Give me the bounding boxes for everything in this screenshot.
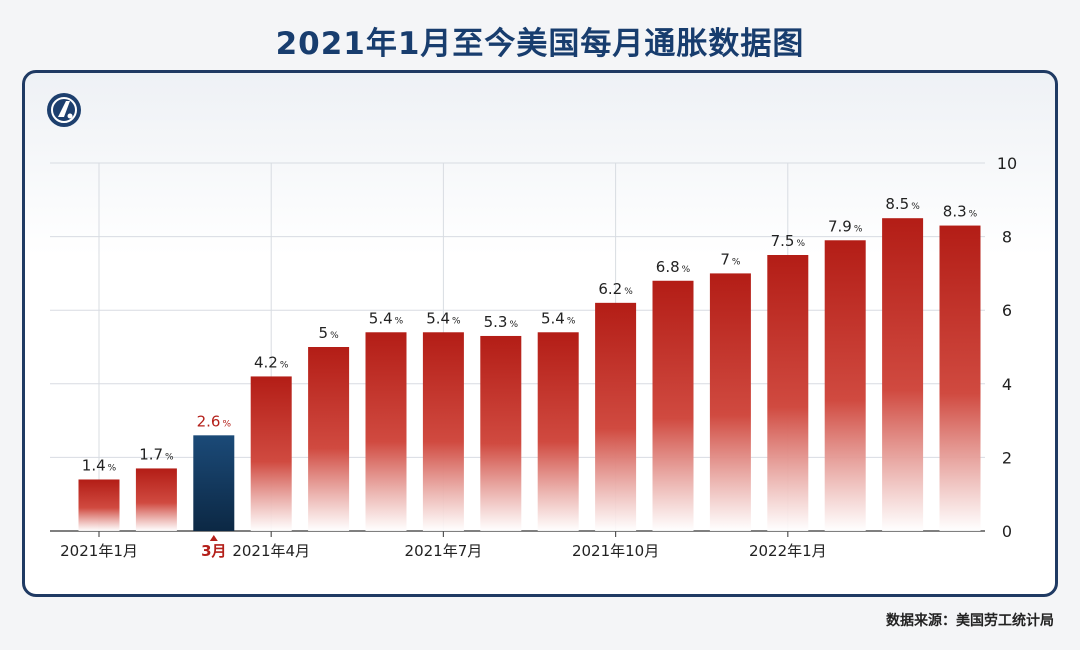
data-label: 5%: [319, 324, 340, 342]
news-logo-icon: [47, 93, 81, 127]
y-tick-label: 0: [1002, 522, 1012, 541]
data-label: 7%: [720, 250, 741, 268]
chart-title: 2021年1月至今美国每月通胀数据图: [275, 26, 805, 62]
x-tick-label: 3月: [201, 542, 226, 560]
highlight-marker: [209, 535, 218, 541]
bar: [250, 376, 292, 531]
bar: [422, 332, 464, 531]
bar: [135, 468, 177, 531]
y-tick-label: 4: [1002, 375, 1012, 394]
bar: [193, 435, 235, 531]
x-tick-label: 2021年4月: [232, 542, 310, 560]
data-label: 1.7%: [139, 445, 174, 463]
x-tick-label: 2021年10月: [572, 542, 659, 560]
bar: [308, 347, 350, 531]
bar: [365, 332, 407, 531]
bar: [537, 332, 579, 531]
x-tick-label: 2021年7月: [405, 542, 483, 560]
data-label: 6.8%: [656, 258, 691, 276]
bar: [767, 255, 809, 531]
x-tick-label: 2022年1月: [749, 542, 827, 560]
data-label: 2.6%: [197, 412, 232, 430]
data-label: 5.3%: [484, 313, 519, 331]
bar: [595, 302, 637, 531]
source-note: 数据来源：美国劳工统计局: [886, 613, 1054, 629]
data-label: 8.3%: [943, 203, 978, 221]
data-label: 8.5%: [885, 195, 920, 213]
bar: [824, 240, 866, 531]
data-label: 5.4%: [369, 309, 404, 327]
data-label: 7.5%: [771, 232, 806, 250]
bar: [480, 335, 522, 531]
data-label: 5.4%: [541, 309, 576, 327]
data-label: 5.4%: [426, 309, 461, 327]
y-tick-label: 6: [1002, 301, 1012, 320]
data-label: 7.9%: [828, 217, 863, 235]
y-tick-label: 8: [1002, 228, 1012, 247]
data-label: 4.2%: [254, 353, 289, 371]
bar: [652, 280, 694, 531]
y-tick-label: 10: [997, 154, 1017, 173]
data-label: 1.4%: [82, 456, 117, 474]
bar: [939, 225, 981, 531]
x-tick-label: 2021年1月: [60, 542, 138, 560]
data-label: 6.2%: [598, 280, 633, 298]
bar: [78, 479, 120, 531]
y-tick-label: 2: [1002, 448, 1012, 467]
bar: [709, 273, 751, 531]
bar: [882, 218, 924, 531]
